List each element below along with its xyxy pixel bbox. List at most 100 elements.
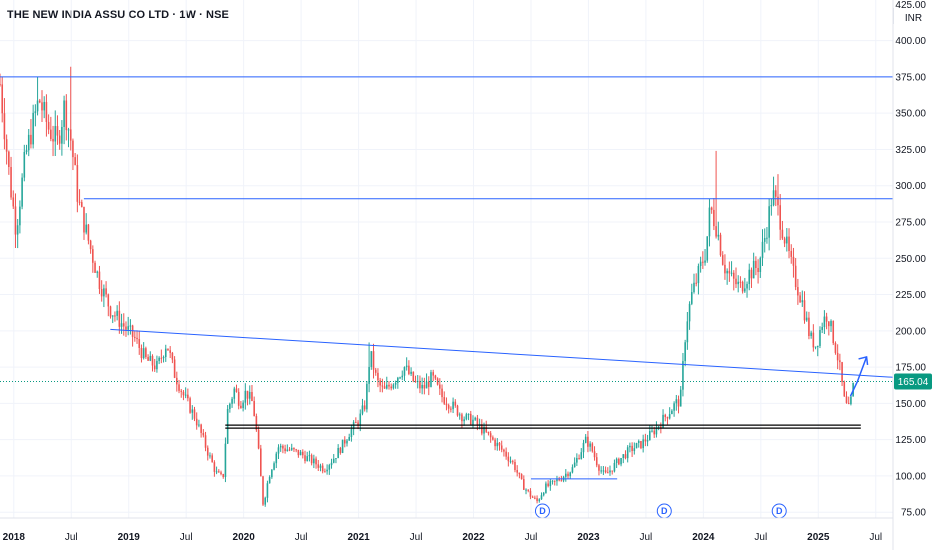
- candle-body: [244, 390, 247, 403]
- candle-body: [368, 366, 370, 384]
- candle-body: [432, 372, 434, 376]
- grid-lines: [0, 0, 893, 518]
- candle-body: [682, 361, 684, 390]
- candle-body: [255, 416, 258, 430]
- candle-body: [122, 323, 125, 327]
- candle-body: [151, 355, 154, 366]
- price-axis[interactable]: 75.00 100.00 125.00 150.00 175.00 200.00 225.0…: [892, 0, 932, 550]
- candle-body: [629, 445, 631, 448]
- candle-body: [704, 260, 706, 263]
- candle-body: [173, 359, 176, 378]
- candle-body: [111, 315, 114, 317]
- candle-body: [662, 414, 664, 428]
- candle-body: [447, 405, 450, 409]
- candle-body: [182, 391, 185, 396]
- candle-body: [458, 414, 461, 416]
- candle-body: [295, 449, 297, 451]
- candle-body: [602, 470, 605, 472]
- candle-body: [553, 480, 556, 482]
- candle-body: [611, 470, 614, 472]
- candle-body: [604, 470, 607, 473]
- candle-body: [142, 348, 145, 359]
- candle-body: [593, 451, 596, 458]
- price-tick-label: 400.00: [895, 36, 926, 47]
- price-tick-label: 300.00: [895, 181, 926, 192]
- candle-body: [452, 401, 454, 410]
- candle-body: [326, 469, 328, 472]
- candle-body: [200, 424, 202, 433]
- candle-body: [799, 295, 801, 303]
- candle-body: [160, 357, 163, 359]
- candle-body: [282, 445, 284, 449]
- candle-body: [582, 442, 585, 453]
- candle-body: [63, 100, 65, 127]
- candle-body: [494, 439, 496, 447]
- currency-label: INR: [904, 13, 923, 24]
- candle-body: [558, 479, 560, 481]
- candle-body: [343, 439, 346, 444]
- candle-body: [169, 350, 171, 353]
- candle-body: [783, 238, 786, 244]
- candle-body: [423, 384, 426, 389]
- candle-body: [469, 413, 472, 425]
- candle-body: [578, 458, 580, 460]
- candle-body: [156, 360, 158, 370]
- price-tick-label: 150.00: [895, 399, 926, 410]
- candle-body: [310, 455, 313, 464]
- candle-body: [642, 439, 644, 449]
- candle-body: [319, 465, 322, 468]
- candle-body: [529, 490, 532, 497]
- candle-body: [542, 492, 545, 496]
- candle-body: [5, 139, 8, 152]
- candle-body: [679, 389, 682, 407]
- candle-body: [348, 437, 351, 441]
- candle-body: [388, 384, 390, 387]
- price-tick-label: 325.00: [895, 145, 926, 156]
- candle-body: [399, 377, 401, 379]
- candle-body: [565, 473, 567, 477]
- candle-body: [32, 112, 34, 145]
- candle-body: [268, 477, 271, 484]
- candle-body: [405, 365, 408, 368]
- time-axis[interactable]: 2018 Jul 2019 Jul 2020 Jul 2021 Jul 2022 Jul 2023 J…: [0, 517, 893, 543]
- time-tick-label: Jul: [640, 532, 653, 543]
- candle-body: [328, 465, 331, 470]
- candle-body: [403, 367, 406, 376]
- candle-body: [671, 410, 673, 415]
- candle-body: [134, 336, 136, 338]
- candle-body: [147, 357, 149, 361]
- candle-body: [153, 365, 156, 370]
- candle-body: [746, 283, 748, 289]
- candle-body: [430, 372, 432, 387]
- candle-body: [45, 101, 48, 122]
- candle-body: [58, 135, 61, 144]
- candle-body: [359, 413, 362, 426]
- candle-body: [1, 84, 4, 114]
- candle-body: [695, 282, 698, 284]
- candle-body: [260, 448, 262, 477]
- candle-body: [489, 433, 492, 438]
- candle-body: [231, 398, 233, 404]
- candle-body: [251, 391, 253, 402]
- candle-body: [697, 265, 700, 284]
- candle-body: [766, 237, 768, 239]
- candle-body: [498, 442, 501, 446]
- candle-body: [290, 447, 293, 450]
- candle-body: [262, 476, 264, 505]
- candle-body: [394, 382, 397, 385]
- candle-body: [301, 451, 304, 456]
- candle-body: [436, 378, 439, 385]
- candle-body: [313, 458, 315, 464]
- candle-body: [805, 317, 808, 321]
- candle-body: [189, 398, 191, 413]
- candle-body: [330, 462, 333, 466]
- candle-body: [516, 470, 518, 473]
- candle-body: [527, 489, 530, 491]
- candle-body: [204, 435, 207, 448]
- candle-body: [107, 294, 110, 307]
- candle-body: [357, 422, 359, 426]
- candle-body: [686, 321, 689, 343]
- candle-body: [812, 332, 815, 348]
- candle-body: [381, 385, 384, 387]
